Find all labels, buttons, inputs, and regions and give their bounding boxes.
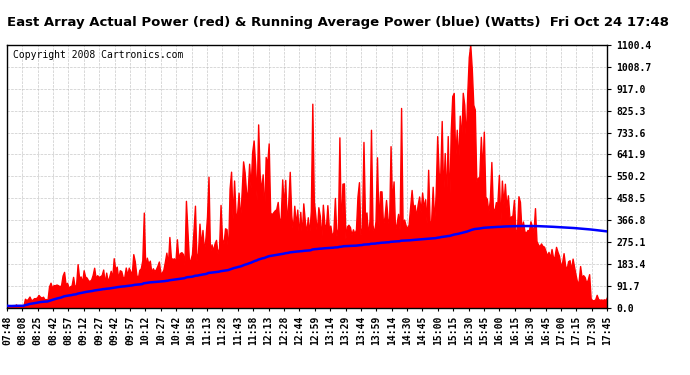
Text: Copyright 2008 Cartronics.com: Copyright 2008 Cartronics.com [13, 50, 184, 60]
Text: East Array Actual Power (red) & Running Average Power (blue) (Watts)  Fri Oct 24: East Array Actual Power (red) & Running … [7, 16, 669, 29]
